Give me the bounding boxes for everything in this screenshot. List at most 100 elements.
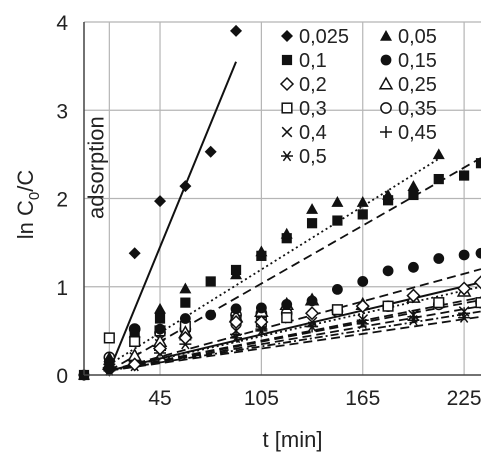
fit-line xyxy=(109,310,481,372)
tick-labels: 0 1 2 3 4 45 105 165 225 xyxy=(56,12,481,410)
fit-line xyxy=(109,285,481,372)
data-point xyxy=(357,276,369,287)
data-point xyxy=(357,314,369,325)
data-point xyxy=(179,313,191,324)
data-point xyxy=(103,351,116,363)
data-point xyxy=(178,330,193,345)
data-point xyxy=(332,215,343,226)
data-point xyxy=(356,196,369,207)
x-tick-label: 225 xyxy=(447,387,481,410)
data-point xyxy=(408,189,419,201)
data-point xyxy=(204,145,217,158)
data-point xyxy=(306,203,319,214)
data-point xyxy=(407,310,420,323)
x-tick-label: 45 xyxy=(148,387,171,410)
legend-marker xyxy=(281,150,293,162)
data-point xyxy=(332,283,343,295)
data-point xyxy=(154,323,166,335)
data-point xyxy=(458,249,470,261)
legend-label: 0,4 xyxy=(299,122,327,144)
legend-marker xyxy=(281,54,293,66)
y-tick-label: 1 xyxy=(56,277,68,300)
x-tick-label: 165 xyxy=(345,387,380,410)
data-point xyxy=(408,261,419,273)
data-point xyxy=(154,195,167,208)
x-axis-label: t [min] xyxy=(263,427,323,452)
fit-line xyxy=(108,61,237,371)
legend-marker xyxy=(380,102,392,114)
legend-label: 0,3 xyxy=(299,98,327,120)
legend-marker xyxy=(380,54,392,66)
data-point xyxy=(432,148,445,160)
adsorption-annotation: adsorption xyxy=(83,116,108,219)
data-point xyxy=(180,297,191,308)
data-point xyxy=(281,312,293,324)
data-point xyxy=(406,288,421,303)
legend-marker xyxy=(281,102,293,114)
data-point xyxy=(433,297,445,309)
legend-label: 0,1 xyxy=(299,50,327,72)
data-point xyxy=(458,307,471,320)
data-point xyxy=(127,357,142,372)
data-point xyxy=(473,275,481,290)
fit-line xyxy=(109,299,481,372)
data-point xyxy=(357,209,368,220)
data-point xyxy=(205,309,217,321)
data-point xyxy=(459,170,470,181)
y-tick-label: 2 xyxy=(56,189,68,212)
data-point xyxy=(179,282,192,294)
y-tick-label: 3 xyxy=(56,100,68,123)
data-point xyxy=(458,306,470,317)
y-axis-label: ln C0/C xyxy=(13,170,43,240)
legend-label: 0,15 xyxy=(398,50,437,72)
legend-label: 0,45 xyxy=(398,122,437,144)
data-point xyxy=(104,359,115,370)
data-point xyxy=(306,218,318,229)
data-point xyxy=(306,295,318,307)
legend-marker xyxy=(380,30,392,41)
data-point xyxy=(408,309,419,321)
data-point xyxy=(230,325,242,337)
data-point xyxy=(255,245,268,257)
data-point xyxy=(254,314,269,330)
data-point xyxy=(475,297,481,309)
axes xyxy=(83,22,481,376)
legend-label: 0,35 xyxy=(398,98,437,120)
data-point xyxy=(228,314,244,330)
x-tick-label: 105 xyxy=(244,387,279,410)
data-point xyxy=(103,364,116,377)
legend-label: 0,5 xyxy=(299,146,327,168)
data-point xyxy=(230,24,243,37)
data-point xyxy=(382,265,394,277)
legend-marker xyxy=(380,126,392,138)
fit-lines xyxy=(108,61,481,372)
data-point xyxy=(152,341,168,356)
data-point xyxy=(154,313,166,324)
fit-line xyxy=(108,157,481,372)
data-point xyxy=(230,268,243,280)
data-point xyxy=(433,173,444,185)
y-tick-label: 0 xyxy=(56,365,68,388)
data-point xyxy=(457,281,472,296)
data-point xyxy=(475,247,481,259)
data-point xyxy=(154,302,167,314)
y-tick-label: 4 xyxy=(56,12,68,35)
legend-marker xyxy=(279,76,295,92)
data-point xyxy=(103,332,115,344)
legend-label: 0,2 xyxy=(299,74,327,96)
fit-line xyxy=(109,315,481,372)
data-point xyxy=(306,316,318,328)
data-point xyxy=(129,335,141,348)
data-point xyxy=(355,299,370,314)
data-point xyxy=(179,180,192,193)
legend-marker xyxy=(281,30,293,42)
fit-line xyxy=(109,281,481,372)
legend-label: 0,25 xyxy=(398,74,437,96)
data-point xyxy=(382,195,394,206)
legend-label: 0,05 xyxy=(398,26,437,48)
data-point xyxy=(205,276,216,287)
data-point xyxy=(407,180,420,191)
data-point xyxy=(475,158,481,169)
data-point xyxy=(255,302,267,314)
